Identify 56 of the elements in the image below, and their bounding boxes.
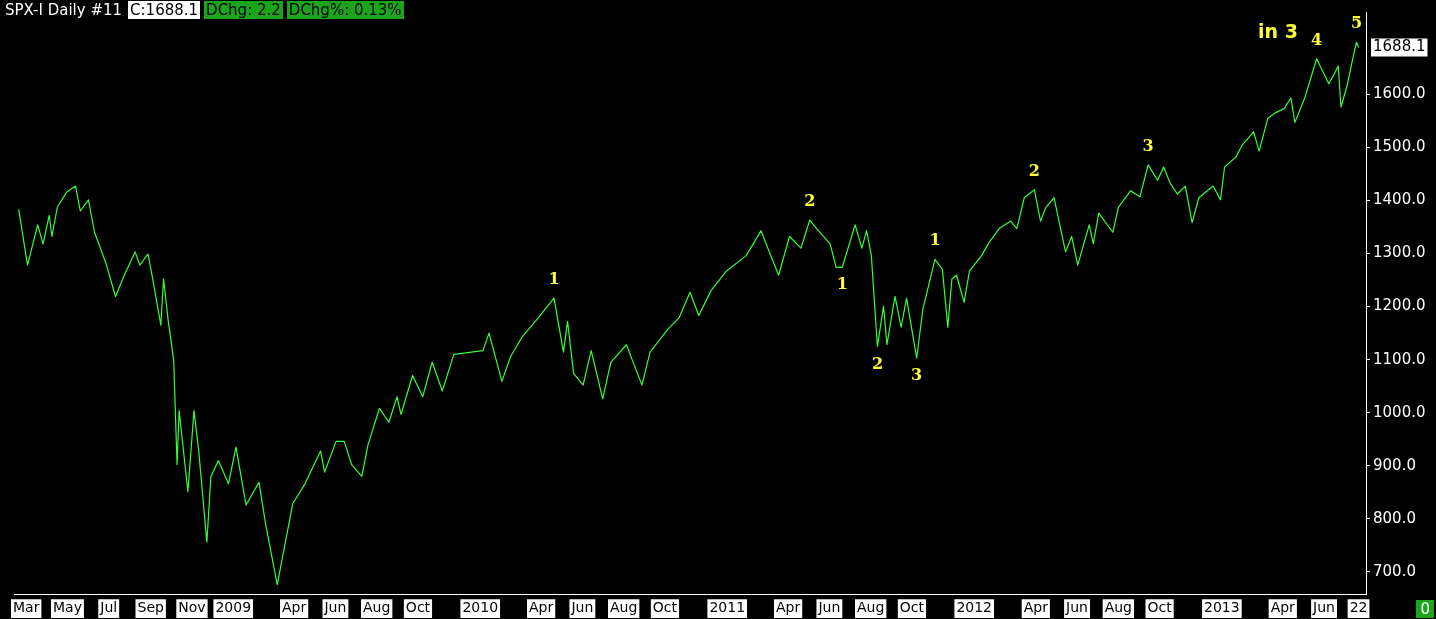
x-tick-label: Jul xyxy=(99,599,118,616)
y-tick-label: 900.0 xyxy=(1373,455,1416,474)
x-tick-label: Apr xyxy=(529,599,554,616)
x-tick-label: 22 xyxy=(1349,599,1368,616)
x-tick-label: Oct xyxy=(1147,599,1173,616)
x-tick-label: Oct xyxy=(652,599,678,616)
x-tick-label: May xyxy=(52,599,82,616)
y-tick-label: 1000.0 xyxy=(1373,402,1426,421)
x-tick-label: Jun xyxy=(570,599,594,616)
annotation: 1 xyxy=(548,269,560,289)
x-tick-label: 2013 xyxy=(1204,599,1240,616)
annotation: 4 xyxy=(1311,29,1323,49)
y-tick-label: 1400.0 xyxy=(1373,190,1426,209)
x-tick-label: 2012 xyxy=(956,599,993,616)
annotation: 2 xyxy=(804,191,816,211)
x-tick-label: Oct xyxy=(899,599,925,616)
annotation: 1 xyxy=(836,274,848,294)
y-tick-label: 1500.0 xyxy=(1373,137,1426,156)
x-tick-label: 2010 xyxy=(462,599,499,616)
annotation: 1688.1 xyxy=(1373,37,1426,56)
x-tick-label: Apr xyxy=(1270,599,1296,616)
y-tick-label: 1200.0 xyxy=(1373,296,1426,315)
x-tick-label: Jun xyxy=(1312,599,1335,616)
x-tick-label: Jun xyxy=(323,599,347,616)
annotation: 2 xyxy=(1028,160,1040,180)
x-tick-label: Aug xyxy=(857,599,885,616)
x-tick-label: Mar xyxy=(12,599,40,616)
annotation: in 3 xyxy=(1258,20,1298,42)
annotation: 1 xyxy=(929,230,941,250)
x-tick-label: 2011 xyxy=(709,599,746,616)
y-tick-label: 800.0 xyxy=(1373,508,1416,527)
text: 0 xyxy=(1416,600,1434,618)
x-tick-label: Aug xyxy=(363,599,391,616)
x-tick-label: Apr xyxy=(776,599,801,616)
annotation: C:1688.1 xyxy=(128,1,201,19)
x-tick-label: 2009 xyxy=(215,599,252,616)
annotation: 5 xyxy=(1350,13,1363,33)
annotation: DChg%: 0.13% xyxy=(286,1,404,19)
x-tick-label: Apr xyxy=(1023,599,1049,616)
x-tick-label: Oct xyxy=(405,599,431,616)
annotation: 3 xyxy=(911,365,923,385)
y-tick-label: 1100.0 xyxy=(1373,349,1426,368)
x-tick-label: Nov xyxy=(178,599,206,616)
x-tick-label: Jun xyxy=(817,599,841,616)
annotation: 3 xyxy=(1142,136,1154,155)
x-tick-label: Aug xyxy=(610,599,638,616)
x-tick-label: Jun xyxy=(1065,599,1088,616)
chart-title: SPX-I Daily #11 xyxy=(4,1,124,19)
y-tick-label: 700.0 xyxy=(1373,561,1416,580)
annotation: 2 xyxy=(871,353,884,373)
x-tick-label: Apr xyxy=(282,599,307,616)
y-tick-label: 1600.0 xyxy=(1373,84,1426,103)
annotation: DChg: 2.2 xyxy=(204,1,283,19)
y-tick-label: 1300.0 xyxy=(1373,243,1426,262)
x-tick-label: Sep xyxy=(137,599,164,616)
x-tick-label: Aug xyxy=(1104,599,1133,616)
